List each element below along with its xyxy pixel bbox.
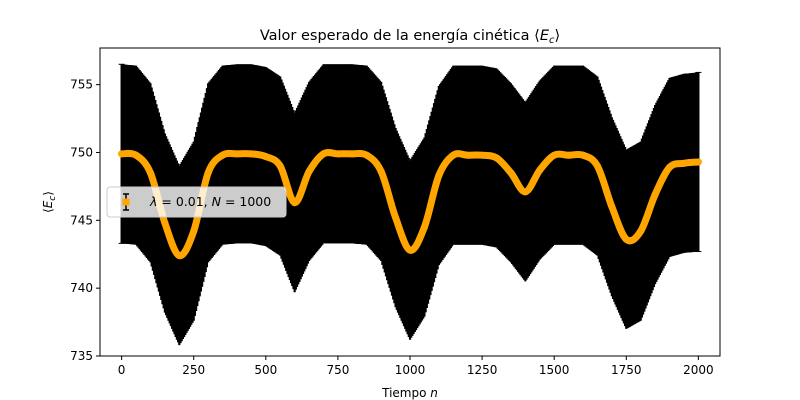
y-axis: 735 740 745 750 755 [70,78,100,363]
data-point [305,167,313,175]
data-point [319,150,327,158]
data-point [392,214,400,222]
data-point [175,252,183,260]
y-tick-label: 745 [70,213,93,227]
data-point [435,172,443,180]
data-point [493,154,501,162]
x-tick-label: 1250 [467,363,498,377]
data-point [651,191,659,199]
legend-label: λ = 0.01, N = 1000 [149,194,271,209]
data-point [377,167,385,175]
data-point [521,188,529,196]
data-point [420,223,428,231]
data-point [507,169,515,177]
data-point [593,162,601,170]
chart-title: Valor esperado de la energía cinética ⟨E… [260,28,560,46]
x-tick-label: 1750 [611,363,642,377]
data-point [666,163,674,171]
x-tick-label: 1000 [395,363,426,377]
x-tick-label: 250 [182,363,205,377]
y-tick-label: 750 [70,145,93,159]
data-point [464,151,472,159]
legend: λ = 0.01, N = 1000 [106,186,287,218]
series-line-group [118,149,702,260]
data-point [291,199,299,207]
x-axis-title: Tiempo n [381,386,438,400]
y-tick-label: 735 [70,349,93,363]
x-tick-label: 500 [254,363,277,377]
data-point [118,150,126,158]
data-point [579,151,587,159]
x-tick-label: 2000 [683,363,714,377]
y-tick-label: 740 [70,281,93,295]
data-point [334,150,342,158]
data-point [694,158,702,166]
data-point [146,169,154,177]
data-point [449,151,457,159]
data-point [348,150,356,158]
data-point [262,153,270,161]
data-point [132,151,140,159]
data-point [161,219,169,227]
data-point [565,151,573,159]
data-point [406,246,414,254]
legend-box [106,186,287,218]
x-tick-label: 750 [326,363,349,377]
legend-marker [122,193,130,211]
data-point [478,151,486,159]
data-point [637,227,645,235]
data-point [276,162,284,170]
y-axis-title: ⟨Ec⟩ [41,191,58,213]
data-point [190,227,198,235]
x-tick-label: 1500 [539,363,570,377]
x-tick-label: 0 [118,363,126,377]
data-point [363,151,371,159]
data-point [247,150,255,158]
data-point [608,203,616,211]
data-point [622,235,630,243]
data-point [204,169,212,177]
data-point [233,150,241,158]
data-point [219,151,227,159]
data-point [536,166,544,174]
x-axis: 0 250 500 750 1000 1250 1500 1750 2000 [118,356,714,377]
data-point [680,159,688,167]
y-tick-label: 755 [70,78,93,92]
data-point [550,151,558,159]
